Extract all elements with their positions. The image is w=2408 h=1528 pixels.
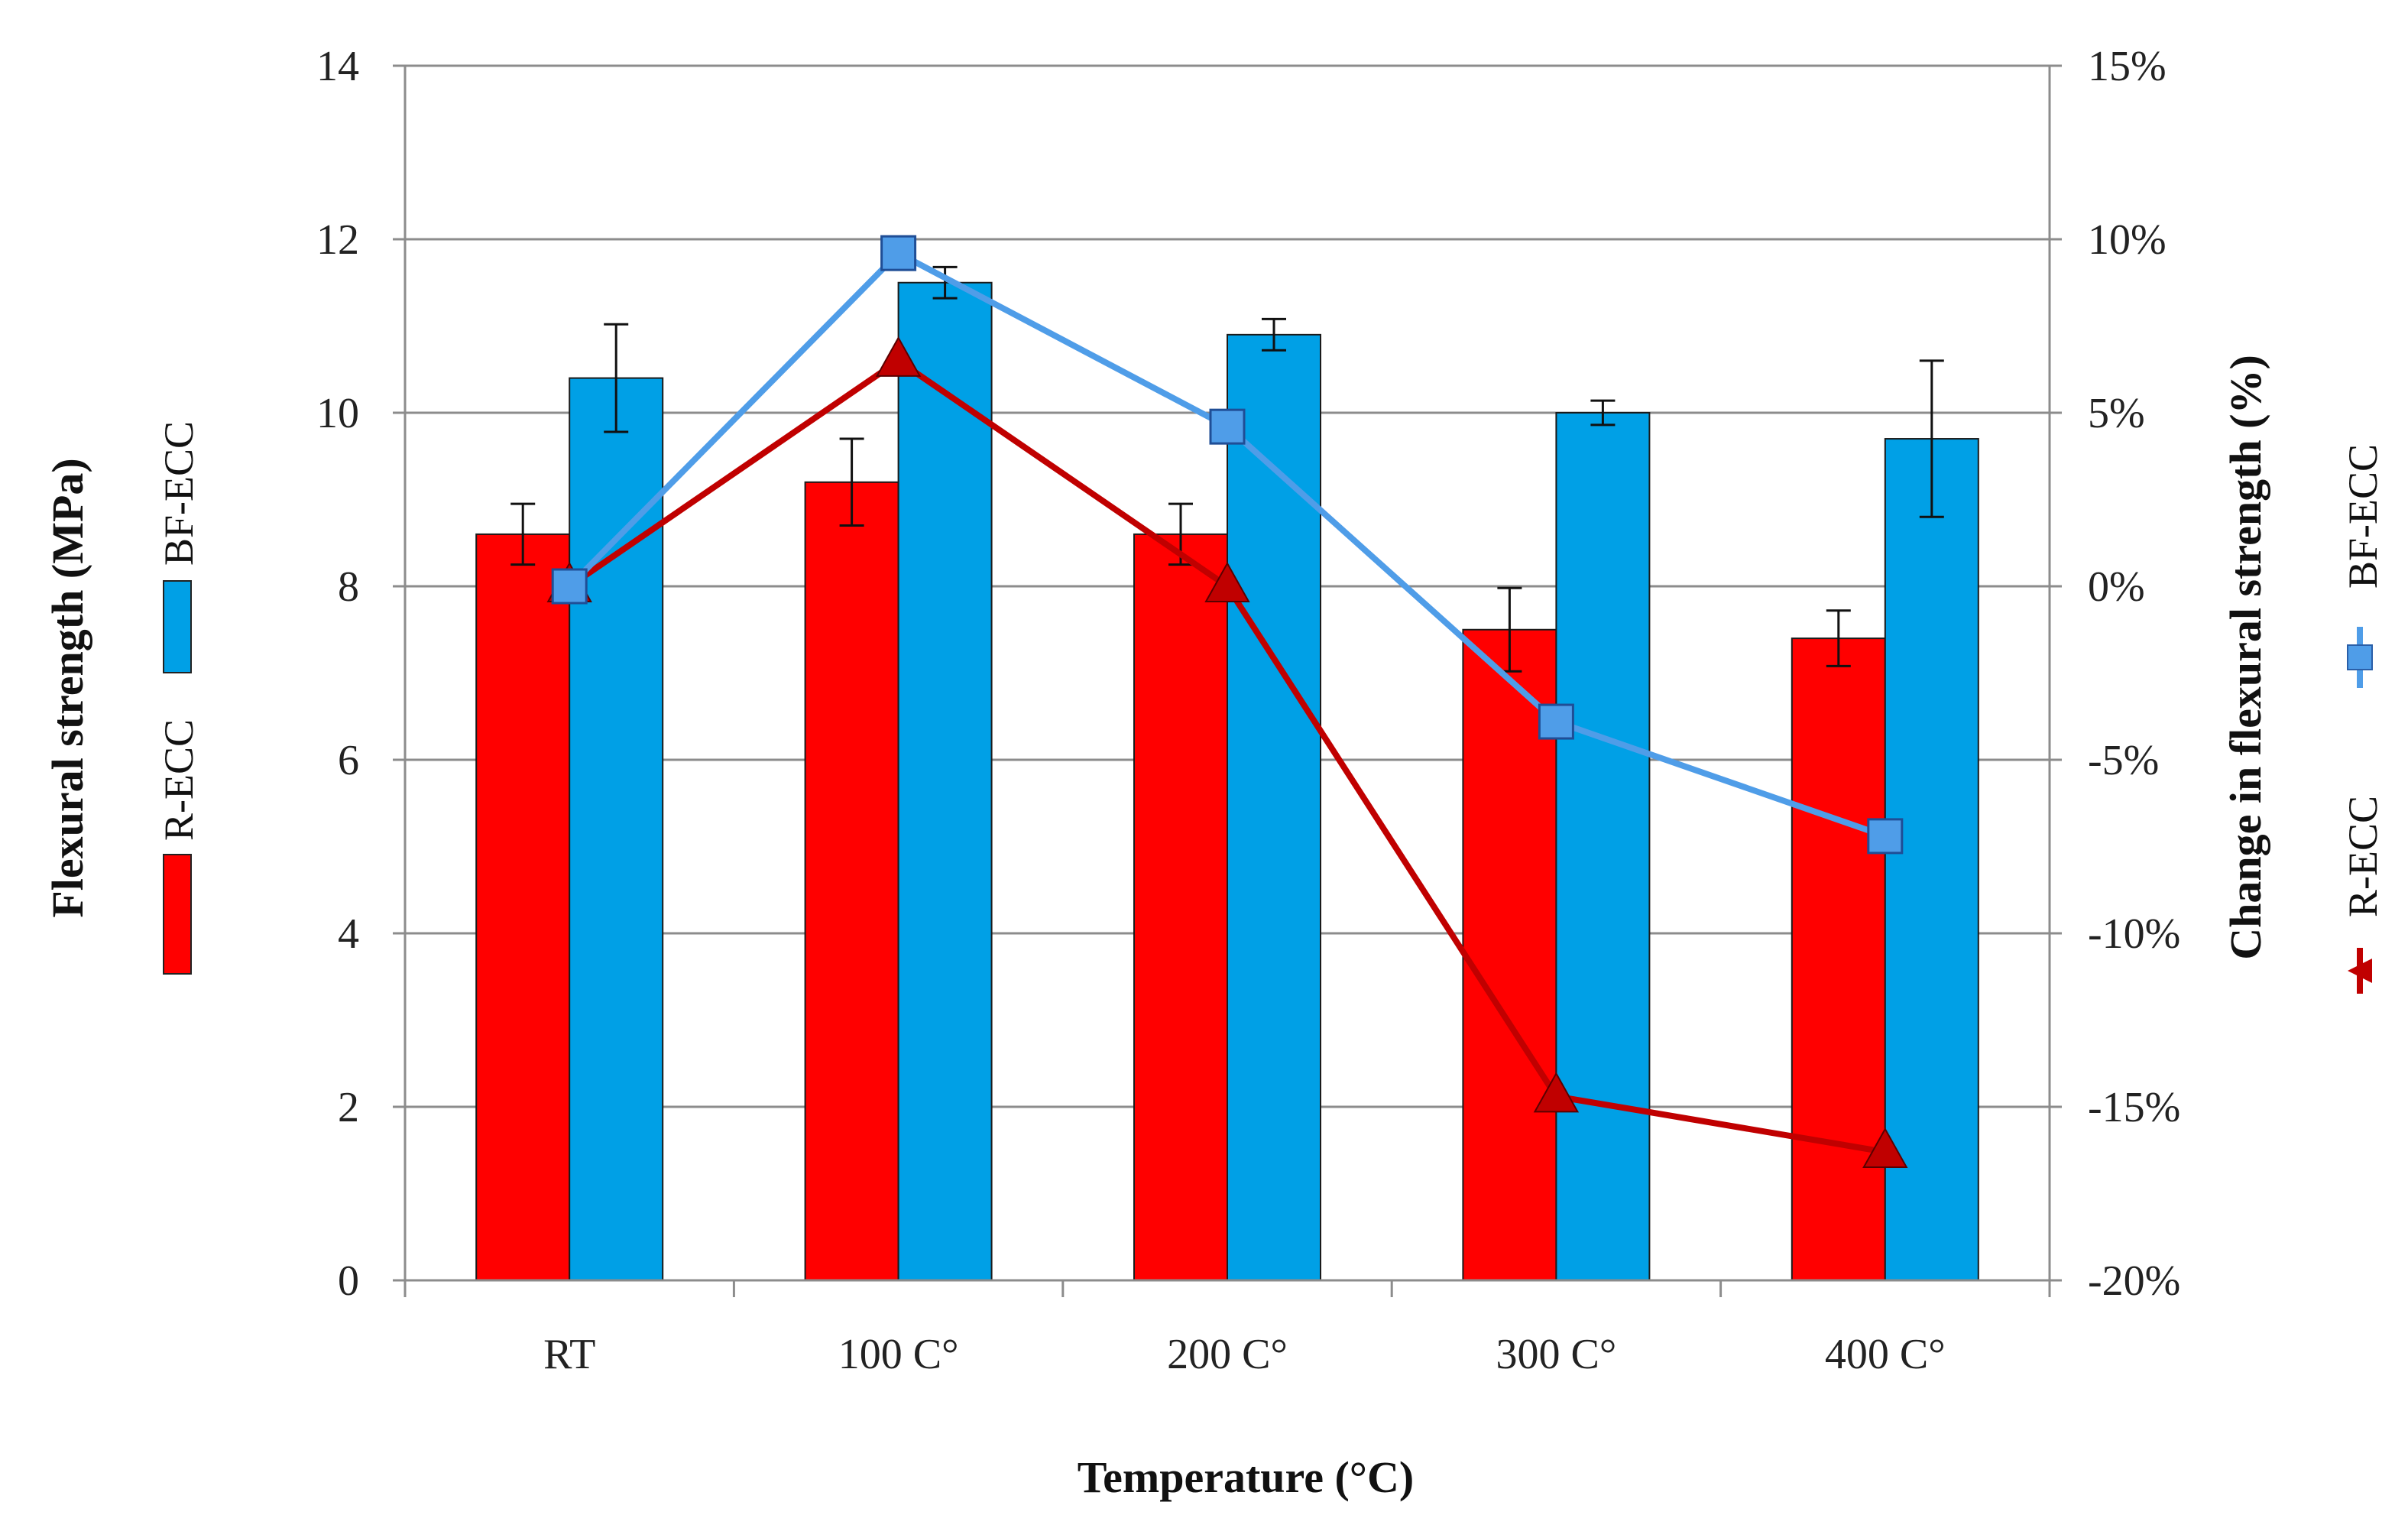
marker-r-ecc	[1533, 1072, 1580, 1113]
x-tick-label: 200 C°	[1167, 1331, 1288, 1378]
tick-labels: 0 2 4 6 8 10 12 14 -20% -15% -10% -5% 0% 5% 10% 15% RT 10…	[316, 43, 2180, 1378]
right-tick-label: 15%	[2088, 43, 2167, 90]
bar-bf-ecc	[1555, 412, 1651, 1281]
right-legend: R-ECC BF-ECC	[2340, 444, 2386, 994]
marker-r-ecc	[1862, 1127, 1908, 1169]
left-tick-label: 6	[338, 737, 359, 784]
x-tick-label: RT	[543, 1331, 595, 1378]
legend-right-marker-bf-ecc	[2347, 644, 2373, 670]
legend-left-swatch-bf-ecc	[163, 580, 192, 673]
right-tick-label: 10%	[2088, 216, 2167, 264]
change-lines	[546, 235, 1908, 1169]
x-tick-label: 100 C°	[838, 1331, 959, 1378]
right-tick-label: -5%	[2088, 737, 2159, 784]
left-legend: R-ECC BF-ECC	[156, 421, 202, 975]
bar-bf-ecc	[897, 281, 993, 1281]
x-axis-title: Temperature (°C)	[1078, 1452, 1414, 1502]
marker-bf-ecc	[1867, 818, 1904, 855]
axes	[393, 64, 2062, 1297]
marker-bf-ecc	[1209, 408, 1246, 445]
right-tick-label: -10%	[2088, 910, 2180, 958]
error-bars	[510, 265, 1944, 673]
left-axis-title: Flexural strength (MPa)	[43, 458, 92, 917]
left-tick-label: 8	[338, 563, 359, 611]
bar-r-ecc	[1133, 533, 1228, 1281]
left-tick-label: 0	[338, 1257, 359, 1305]
left-tick-label: 2	[338, 1084, 359, 1131]
legend-right-label-r-ecc: R-ECC	[2340, 796, 2386, 917]
marker-r-ecc	[1204, 561, 1250, 602]
x-tick-label: 300 C°	[1496, 1331, 1617, 1378]
x-tick-label: 400 C°	[1825, 1331, 1946, 1378]
right-axis-title: Change in flexural strength (%)	[2221, 355, 2270, 960]
legend-right-label-bf-ecc: BF-ECC	[2340, 444, 2386, 589]
legend-left-label-bf-ecc: BF-ECC	[156, 421, 202, 566]
left-tick-label: 12	[316, 216, 359, 264]
bar-bf-ecc	[1884, 438, 1979, 1281]
bar-r-ecc	[1791, 637, 1886, 1281]
right-tick-label: -15%	[2088, 1084, 2180, 1131]
bar-r-ecc	[475, 533, 571, 1281]
bar-bf-ecc	[569, 377, 664, 1282]
right-tick-label: -20%	[2088, 1257, 2180, 1305]
marker-bf-ecc	[1538, 703, 1574, 740]
bar-r-ecc	[804, 481, 899, 1281]
marker-bf-ecc	[880, 235, 917, 271]
left-tick-label: 4	[338, 910, 359, 958]
left-tick-label: 14	[316, 43, 359, 90]
marker-r-ecc	[875, 336, 922, 377]
legend-left-swatch-r-ecc	[163, 854, 192, 975]
legend-left-label-r-ecc: R-ECC	[156, 719, 202, 841]
right-tick-label: 0%	[2088, 563, 2145, 611]
legend-right-marker-r-ecc	[2348, 959, 2372, 983]
left-tick-label: 10	[316, 390, 359, 437]
marker-bf-ecc	[551, 568, 588, 605]
bar-bf-ecc	[1227, 333, 1321, 1282]
bars	[475, 281, 1979, 1282]
right-tick-label: 5%	[2088, 390, 2145, 437]
